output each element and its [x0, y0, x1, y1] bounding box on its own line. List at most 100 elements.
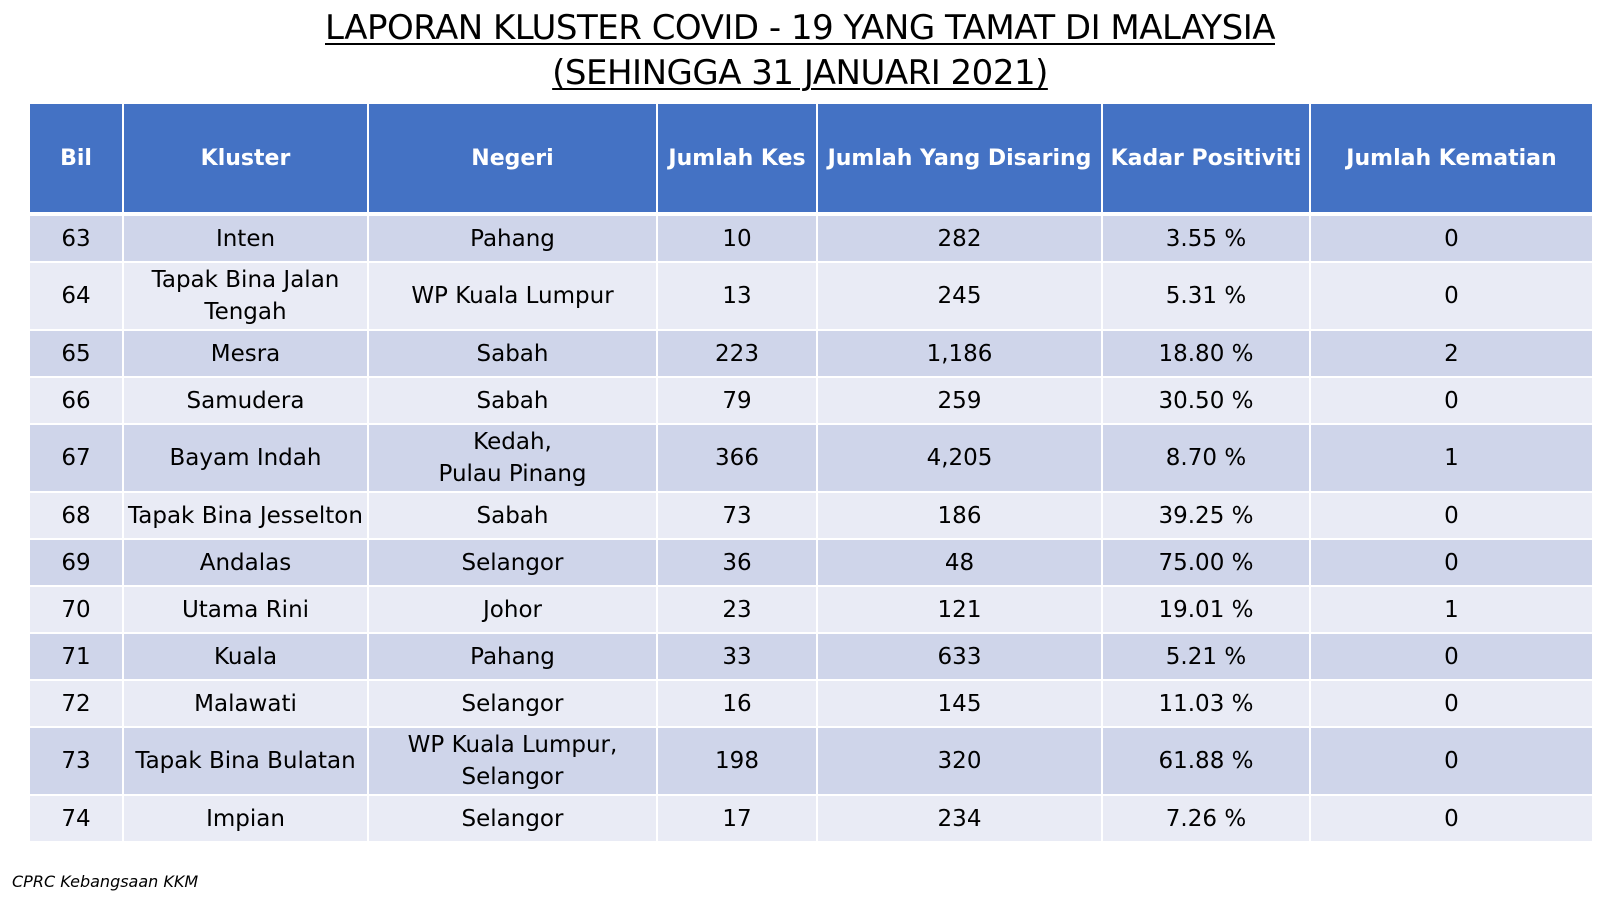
- cell-kadar-positiviti: 18.80 %: [1101, 329, 1311, 378]
- cell-jumlah-kes: 17: [656, 794, 818, 843]
- cell-jumlah-kematian: 0: [1309, 261, 1594, 331]
- cell-kadar-positiviti: 19.01 %: [1101, 585, 1311, 634]
- cell-negeri: WP Kuala Lumpur, Selangor: [367, 726, 658, 796]
- cell-kadar-positiviti: 61.88 %: [1101, 726, 1311, 796]
- cell-kadar-positiviti: 30.50 %: [1101, 376, 1311, 425]
- cell-jumlah-kematian: 2: [1309, 329, 1594, 378]
- header-jumlah-kes: Jumlah Kes: [656, 102, 818, 216]
- cell-bil: 70: [28, 585, 124, 634]
- cell-bil: 74: [28, 794, 124, 843]
- cell-kluster: Tapak Bina Jesselton: [122, 491, 369, 540]
- cell-jumlah-kes: 13: [656, 261, 818, 331]
- cell-negeri: Pahang: [367, 213, 658, 263]
- cell-jumlah-disaring: 234: [816, 794, 1103, 843]
- cell-jumlah-disaring: 245: [816, 261, 1103, 331]
- cell-kluster: Kuala: [122, 632, 369, 681]
- cell-negeri: Selangor: [367, 679, 658, 728]
- cell-jumlah-kes: 79: [656, 376, 818, 425]
- cell-kadar-positiviti: 5.21 %: [1101, 632, 1311, 681]
- table-row: 71 Kuala Pahang 33 633 5.21 % 0: [28, 632, 1594, 681]
- table-row: 63 Inten Pahang 10 282 3.55 % 0: [28, 213, 1594, 263]
- cell-bil: 64: [28, 261, 124, 331]
- source-note: CPRC Kebangsaan KKM: [12, 872, 199, 891]
- cell-jumlah-kes: 36: [656, 538, 818, 587]
- cell-jumlah-kematian: 0: [1309, 632, 1594, 681]
- cell-jumlah-kematian: 0: [1309, 538, 1594, 587]
- cell-jumlah-disaring: 633: [816, 632, 1103, 681]
- cell-jumlah-kematian: 0: [1309, 491, 1594, 540]
- cell-kluster: Bayam Indah: [122, 423, 369, 493]
- cell-kadar-positiviti: 3.55 %: [1101, 213, 1311, 263]
- cell-kadar-positiviti: 11.03 %: [1101, 679, 1311, 728]
- cell-jumlah-kes: 198: [656, 726, 818, 796]
- table-row: 65 Mesra Sabah 223 1,186 18.80 % 2: [28, 329, 1594, 378]
- cell-kluster: Tapak Bina Bulatan: [122, 726, 369, 796]
- cell-jumlah-kes: 366: [656, 423, 818, 493]
- cell-jumlah-kes: 10: [656, 213, 818, 263]
- table-row: 64 Tapak Bina Jalan Tengah WP Kuala Lumpur…: [28, 261, 1594, 331]
- cell-negeri: Kedah, Pulau Pinang: [367, 423, 658, 493]
- report-subtitle: (SEHINGGA 31 JANUARI 2021): [0, 52, 1600, 94]
- cell-jumlah-disaring: 259: [816, 376, 1103, 425]
- cell-jumlah-kes: 223: [656, 329, 818, 378]
- cell-jumlah-kes: 33: [656, 632, 818, 681]
- cell-negeri: Pahang: [367, 632, 658, 681]
- cell-jumlah-disaring: 145: [816, 679, 1103, 728]
- cell-kluster: Mesra: [122, 329, 369, 378]
- cell-jumlah-kes: 23: [656, 585, 818, 634]
- table-row: 70 Utama Rini Johor 23 121 19.01 % 1: [28, 585, 1594, 634]
- report-title-text: LAPORAN KLUSTER COVID - 19 YANG TAMAT DI…: [325, 8, 1276, 48]
- cell-kluster: Tapak Bina Jalan Tengah: [122, 261, 369, 331]
- cell-kluster: Malawati: [122, 679, 369, 728]
- header-kadar-positiviti: Kadar Positiviti: [1101, 102, 1311, 216]
- cell-bil: 63: [28, 213, 124, 263]
- table-row: 67 Bayam Indah Kedah, Pulau Pinang 366 4,205…: [28, 423, 1594, 493]
- cell-kadar-positiviti: 75.00 %: [1101, 538, 1311, 587]
- cell-bil: 67: [28, 423, 124, 493]
- table-row: 74 Impian Selangor 17 234 7.26 % 0: [28, 794, 1594, 843]
- cell-kadar-positiviti: 8.70 %: [1101, 423, 1311, 493]
- cell-jumlah-kematian: 0: [1309, 376, 1594, 425]
- cell-jumlah-kes: 16: [656, 679, 818, 728]
- table-row: 69 Andalas Selangor 36 48 75.00 % 0: [28, 538, 1594, 587]
- cell-bil: 73: [28, 726, 124, 796]
- cell-jumlah-kematian: 0: [1309, 213, 1594, 263]
- cell-jumlah-disaring: 4,205: [816, 423, 1103, 493]
- cell-bil: 72: [28, 679, 124, 728]
- table-row: 68 Tapak Bina Jesselton Sabah 73 186 39.25 % 0: [28, 491, 1594, 540]
- cell-jumlah-kematian: 0: [1309, 679, 1594, 728]
- cell-negeri: Johor: [367, 585, 658, 634]
- cell-jumlah-disaring: 282: [816, 213, 1103, 263]
- cell-bil: 68: [28, 491, 124, 540]
- cell-jumlah-disaring: 121: [816, 585, 1103, 634]
- header-kluster: Kluster: [122, 102, 369, 216]
- cell-negeri: Sabah: [367, 491, 658, 540]
- cell-kadar-positiviti: 39.25 %: [1101, 491, 1311, 540]
- header-jumlah-kematian: Jumlah Kematian: [1309, 102, 1594, 216]
- table-row: 72 Malawati Selangor 16 145 11.03 % 0: [28, 679, 1594, 728]
- cell-kluster: Andalas: [122, 538, 369, 587]
- cell-jumlah-disaring: 48: [816, 538, 1103, 587]
- cell-kluster: Utama Rini: [122, 585, 369, 634]
- cell-negeri: Selangor: [367, 538, 658, 587]
- cell-jumlah-disaring: 186: [816, 491, 1103, 540]
- cell-jumlah-kes: 73: [656, 491, 818, 540]
- cluster-table: Bil Kluster Negeri Jumlah Kes Jumlah Yan…: [28, 102, 1594, 843]
- cell-bil: 69: [28, 538, 124, 587]
- cell-jumlah-disaring: 320: [816, 726, 1103, 796]
- cell-jumlah-kematian: 1: [1309, 585, 1594, 634]
- cell-jumlah-kematian: 0: [1309, 726, 1594, 796]
- cell-jumlah-kematian: 0: [1309, 794, 1594, 843]
- table-row: 73 Tapak Bina Bulatan WP Kuala Lumpur, Sel…: [28, 726, 1594, 796]
- cell-kadar-positiviti: 7.26 %: [1101, 794, 1311, 843]
- cell-negeri: WP Kuala Lumpur: [367, 261, 658, 331]
- header-negeri: Negeri: [367, 102, 658, 216]
- cell-bil: 71: [28, 632, 124, 681]
- header-row: Bil Kluster Negeri Jumlah Kes Jumlah Yan…: [28, 102, 1594, 216]
- cell-kadar-positiviti: 5.31 %: [1101, 261, 1311, 331]
- table-body: 63 Inten Pahang 10 282 3.55 % 0 64 Tapak Bina Ja…: [28, 213, 1594, 843]
- cell-kluster: Samudera: [122, 376, 369, 425]
- cell-negeri: Sabah: [367, 376, 658, 425]
- cell-negeri: Sabah: [367, 329, 658, 378]
- report-subtitle-text: (SEHINGGA 31 JANUARI 2021): [552, 53, 1048, 93]
